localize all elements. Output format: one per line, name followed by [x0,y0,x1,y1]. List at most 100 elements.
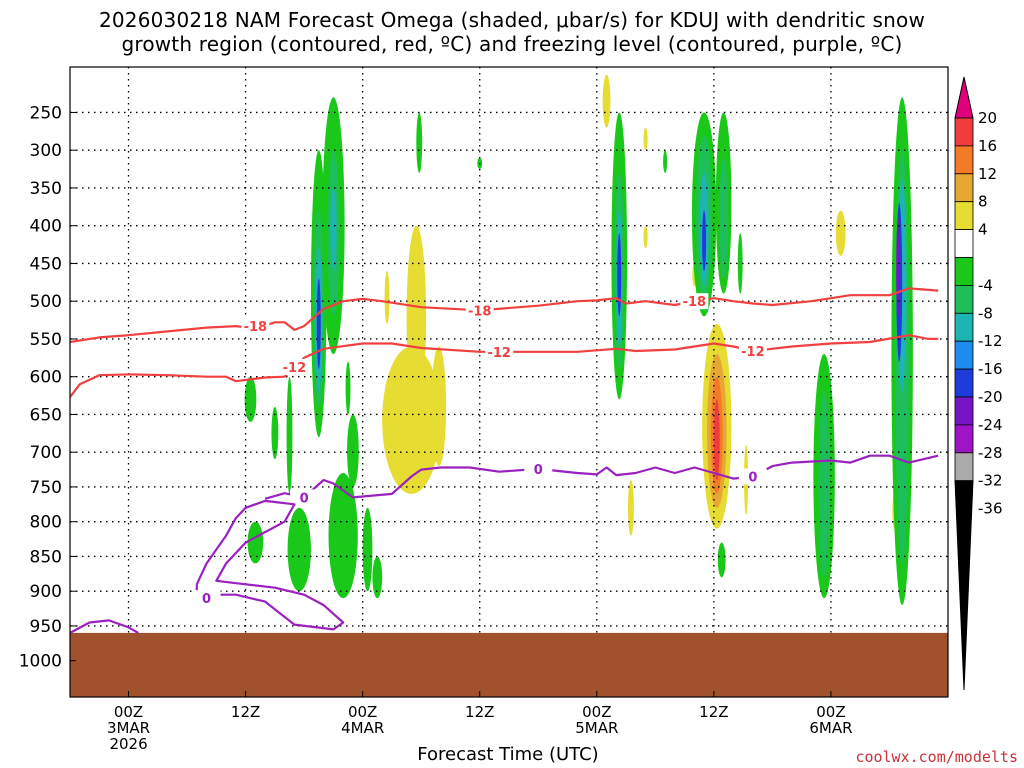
colorbar-swatch [954,368,974,398]
x-tick-label: 00Z [348,703,377,721]
omega-cell [406,225,427,407]
x-tick-label: 5MAR [575,719,618,737]
contour-label-bg [290,489,319,506]
omega-cell [382,346,441,494]
contour-label: -12 [283,361,307,376]
contour-label-bg [465,302,494,319]
omega-cell [271,406,279,460]
colorbar-swatch [954,117,974,147]
contour-label: -12 [487,346,511,361]
colorbar-bottom-triangle [954,480,974,691]
x-tick-label: 00Z [582,703,611,721]
x-tick-label: 12Z [465,703,494,721]
colorbar-swatch [954,145,974,175]
x-tick-label: 12Z [231,703,260,721]
omega-cell [713,399,720,480]
omega-cell [737,233,743,294]
y-tick-label: 750 [30,478,62,498]
contour-label-bg [192,590,221,607]
x-axis-title: Forecast Time (UTC) [417,744,599,765]
contour-line [264,454,939,500]
x-tick-label: 3MAR [107,719,150,737]
contour-label-bg [738,468,767,485]
contour-line [70,619,139,634]
contour-label: -18 [244,320,268,335]
contour-label: -18 [683,295,707,310]
x-tick-label: 00Z [114,703,143,721]
contour-label: 0 [202,592,211,607]
y-tick-label: 900 [30,582,62,602]
contour-label-bg [738,343,767,360]
colorbar-label: 12 [978,165,997,183]
omega-cell [345,361,351,415]
title-line-1: 2026030218 NAM Forecast Omega (shaded, μ… [98,8,926,32]
contour-label: -18 [468,304,492,319]
y-tick-label: 250 [30,103,62,123]
omega-cell [702,210,707,271]
ground-fill [70,632,948,697]
plot-frame [69,66,949,698]
y-tick-label: 400 [30,217,62,237]
colorbar-label: 20 [978,109,997,127]
contour-lines: -18 -18 -18 -12 -12 -12 0 0 0 0 [70,287,939,634]
colorbar-label: -28 [978,444,1003,462]
omega-cell [372,556,383,599]
y-tick-label: 700 [30,443,62,463]
y-tick-label: 800 [30,513,62,533]
y-tick-label: 500 [30,292,62,312]
colorbar-swatch [954,201,974,230]
colorbar-label: 16 [978,137,997,155]
x-tick-label: 2026 [109,735,147,753]
contour-line [195,499,345,631]
omega-cell [717,542,726,578]
contour-label-bg [241,318,270,335]
omega-cell [287,507,311,592]
contour-label: 0 [534,463,543,478]
y-tick-label: 650 [30,405,62,425]
colorbar-label: 4 [978,221,988,239]
colorbar-label: -4 [978,276,993,294]
y-tick-label: 300 [30,141,62,161]
contour-line [70,334,939,398]
y-tick-label: 550 [30,330,62,350]
omega-cell [663,150,668,173]
omega-cell [818,391,830,578]
omega-cell [384,271,390,324]
y-tick-label: 450 [30,254,62,274]
omega-cell [835,210,846,256]
colorbar-swatch [954,173,974,203]
contour-line [70,287,939,344]
x-tick-label: 4MAR [341,719,384,737]
contour-label-bg [680,293,709,310]
y-axis: 250 300 350 400 450 500 550 600 650 700 750 800 850 9… [19,103,76,672]
colorbar-label: -20 [978,388,1003,406]
omega-cell [719,157,729,279]
ground-layer [70,632,948,697]
omega-cell [416,112,423,173]
omega-cell [286,376,293,494]
colorbar-label: -12 [978,332,1003,350]
omega-cell [247,521,264,564]
colorbar: 20 16 12 8 4 -4 -8 -12 -16 -20 -24 -28 -32 -36 [954,76,1003,691]
colorbar-top-triangle [954,76,974,119]
omega-cell [643,225,648,249]
colorbar-label: 8 [978,193,988,211]
contour-label: 0 [748,471,757,486]
x-tick-label: 12Z [699,703,728,721]
colorbar-swatch [954,340,974,370]
omega-cell [617,233,622,317]
contour-label-bg [524,460,553,477]
omega-cell [602,74,611,128]
omega-cell [431,346,447,467]
y-tick-label: 850 [30,547,62,567]
contour-label: 0 [300,491,309,506]
omega-cell [347,414,359,487]
y-tick-label: 950 [30,617,62,637]
contour-label: -12 [741,345,765,360]
colorbar-swatch [954,284,974,314]
omega-cell [316,278,321,370]
colorbar-label: -8 [978,304,993,322]
colorbar-swatch [954,452,974,482]
y-tick-label: 600 [30,368,62,388]
colorbar-swatch [954,312,974,342]
